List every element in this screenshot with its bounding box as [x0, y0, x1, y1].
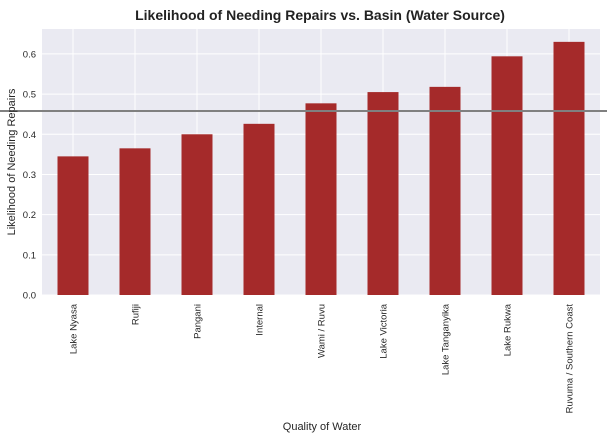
- y-tick-label: 0.2: [23, 210, 36, 221]
- y-tick-label: 0.0: [23, 291, 36, 302]
- y-axis-label: Likelihood of Needing Repairs: [6, 88, 18, 235]
- bar-wami-ruvu: [305, 103, 337, 295]
- bar-internal: [243, 123, 275, 296]
- x-tick-label: Wami / Ruvu: [317, 304, 328, 358]
- bar-rufiji: [119, 148, 151, 295]
- x-tick-label: Lake Tanganyika: [441, 303, 452, 375]
- x-axis-label: Quality of Water: [283, 421, 362, 433]
- y-tick-labels: 0.0 0.1 0.2 0.3 0.4 0.5 0.6: [23, 49, 36, 301]
- x-tick-label: Lake Rukwa: [503, 303, 514, 356]
- y-tick-label: 0.1: [23, 250, 36, 261]
- x-tick-label: Internal: [255, 304, 266, 336]
- x-tick-labels: Lake Nyasa Rufiji Pangani Internal Wami / Ru…: [69, 303, 576, 413]
- bar-lake-victoria: [367, 92, 399, 295]
- x-tick-label: Lake Victoria: [379, 303, 390, 358]
- bar-lake-rukwa: [491, 56, 523, 296]
- y-tick-label: 0.6: [23, 49, 36, 60]
- bar-lake-tanganyika: [429, 86, 461, 296]
- bar-lake-nyasa: [57, 156, 89, 295]
- x-tick-label: Ruvuma / Southern Coast: [565, 304, 576, 414]
- x-tick-label: Rufiji: [131, 304, 142, 325]
- bar-pangani: [181, 134, 213, 295]
- y-tick-label: 0.3: [23, 170, 36, 181]
- bar-ruvuma-southern-coast: [553, 41, 585, 296]
- y-tick-label: 0.5: [23, 90, 36, 101]
- x-tick-label: Pangani: [193, 304, 204, 339]
- bars: [57, 41, 585, 296]
- x-tick-label: Lake Nyasa: [69, 303, 80, 354]
- y-tick-label: 0.4: [23, 130, 36, 141]
- chart-title: Likelihood of Needing Repairs vs. Basin …: [135, 7, 505, 23]
